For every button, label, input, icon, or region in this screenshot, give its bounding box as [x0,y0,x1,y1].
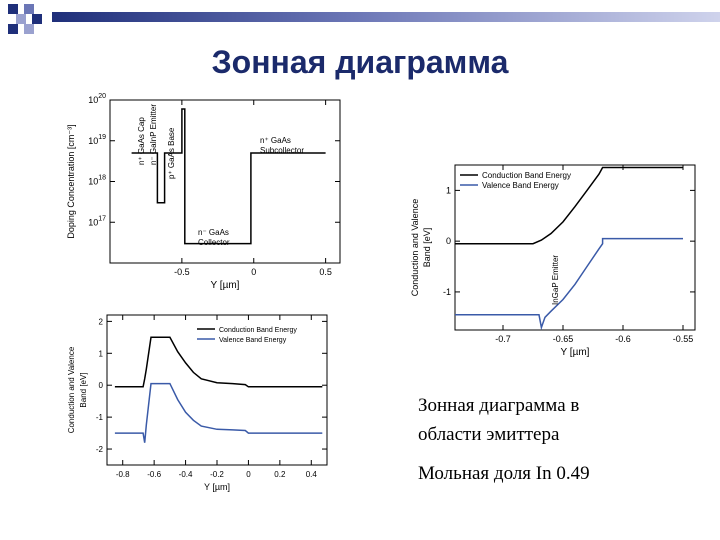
tick-label: -1 [96,413,104,422]
tick-label: 0 [446,236,451,246]
tick-label: 0 [99,381,104,390]
series-line-2 [114,382,323,443]
legend-label: Conduction Band Energy [219,327,297,334]
legend-label: Valence Band Energy [482,181,559,190]
tick-label: -0.5 [174,267,190,277]
series-line-1 [131,108,326,245]
slide-title: Зонная диаграмма [211,44,509,80]
tick-label: 1019 [88,134,106,146]
legend-label: Conduction Band Energy [482,171,571,180]
series-line-1 [455,166,683,245]
caption-line: области эмиттера [418,424,560,445]
deco-square [16,14,26,24]
x-axis-label: Y [µm] [211,280,240,291]
tick-label: 1 [99,349,104,358]
tick-label: -0.6 [615,334,631,344]
deco-square [32,14,42,24]
y-axis-label: Band [eV] [79,372,88,407]
deco-square [8,24,18,34]
x-axis-label: Y [µm] [561,347,590,358]
y-axis-label: Band [eV] [422,228,432,268]
plot-frame [454,164,696,331]
tick-label: -0.2 [210,470,224,479]
tick-label: -0.4 [179,470,193,479]
y-axis-label: Doping Concentration [cm⁻³] [66,124,76,238]
annotation: n⁻ GaInP Emitter [149,104,158,165]
deco-square [24,24,34,34]
tick-label: 1 [446,185,451,195]
annotation: p⁺ GaAs Base [167,127,176,179]
y-axis-label: Conduction and Valence [410,199,420,296]
caption-line: Мольная доля In 0.49 [418,463,590,484]
annotation: n⁺ GaAs Cap [137,117,146,165]
band-diagram-full-chart: -0.8 -0.6 -0.4 -0.2 0 0.2 0.4 2 1 0 -1 -2 Y [µm] Cond… [67,314,328,492]
tick-label: -0.8 [116,470,130,479]
x-axis-label: Y [µm] [204,482,230,492]
tick-label: 2 [99,317,104,326]
annotation: n⁺ GaAs Subcollector [260,136,304,155]
doping-profile-chart: -0.5 0 0.5 1017 1018 1019 1020 Y [µm] Doping Con… [66,93,341,291]
series-line-1 [114,336,323,388]
band-diagram-emitter-chart: -0.7 -0.65 -0.6 -0.55 1 0 -1 Y [µm] Conduction a… [410,164,696,358]
tick-label: 0.2 [274,470,286,479]
deco-square [8,4,18,14]
slide-decoration [0,0,720,40]
tick-label: -1 [443,287,451,297]
caption-line: Зонная диаграмма в [418,395,580,416]
annotation: InGaP Emitter [551,255,560,305]
deco-square [24,4,34,14]
tick-label: -0.7 [495,334,511,344]
tick-label: 1020 [88,93,106,105]
series-line-2 [455,237,683,331]
y-axis-label: Conduction and Valence [67,346,76,433]
annotation: n⁻ GaAs Collector [198,228,230,247]
deco-gradient-bar [52,12,720,22]
tick-label: 0.4 [306,470,318,479]
tick-label: -0.65 [553,334,574,344]
tick-label: -0.6 [147,470,161,479]
tick-label: 0 [251,267,256,277]
tick-label: 1018 [88,175,106,187]
tick-label: 0 [246,470,251,479]
tick-label: -0.55 [673,334,694,344]
tick-label: 0.5 [319,267,332,277]
tick-label: 1017 [88,215,106,227]
plot-frame [106,314,328,466]
tick-label: -2 [96,445,104,454]
legend-label: Valence Band Energy [219,337,287,344]
